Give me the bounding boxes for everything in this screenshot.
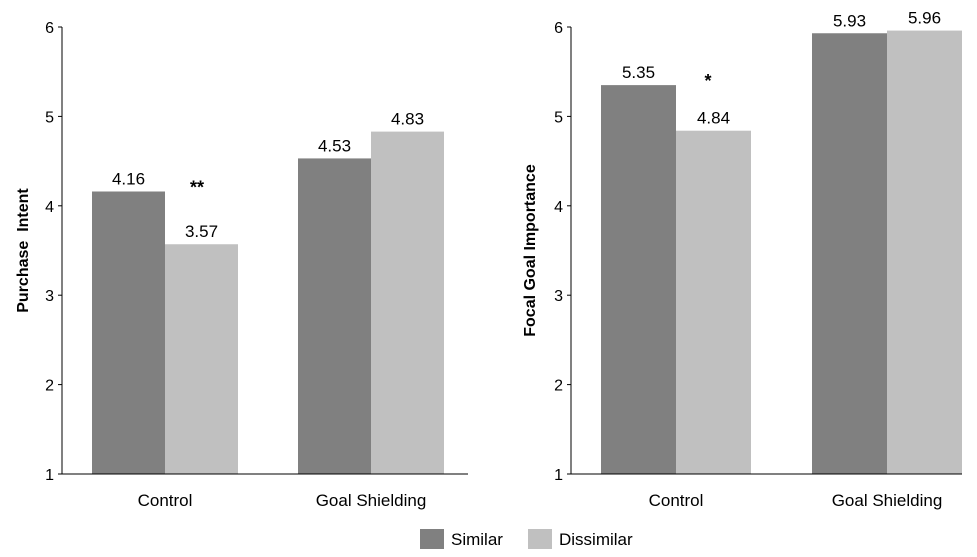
data-label-control-similar: 4.16 [112,169,145,188]
legend-swatch-dissimilar [528,529,552,549]
y-tick-label: 4 [554,199,563,216]
data-label-goal-shielding-dissimilar: 4.83 [391,110,424,129]
data-label-goal-shielding-similar: 4.53 [318,136,351,155]
bar-control-dissimilar [165,244,238,474]
bar-control-similar [601,85,676,475]
x-category-label: Control [649,491,704,510]
significance-mark: ** [190,177,204,197]
x-category-label: Control [138,491,193,510]
y-tick-label: 2 [554,378,563,395]
bar-goal-shielding-similar [812,33,887,475]
x-category-label: Goal Shielding [832,491,943,510]
data-label-control-dissimilar: 3.57 [185,222,218,241]
legend-swatch-similar [420,529,444,549]
y-axis-title: Purchase Intent [15,188,32,313]
y-tick-label: 1 [554,467,563,484]
y-tick-label: 3 [45,288,54,305]
purchase-intent-chart: 1 2 3 4 5 6 4.16 3.57 Control 4.53 4.83 Goal Shield… [15,20,468,510]
bar-control-dissimilar [676,130,751,475]
bar-control-similar [92,191,165,474]
y-tick-label: 2 [45,378,54,395]
y-tick-label: 6 [554,20,563,37]
y-tick-label: 6 [45,20,54,37]
significance-mark: * [704,71,711,91]
bar-goal-shielding-similar [298,158,371,474]
bar-goal-shielding-dissimilar [887,30,962,475]
legend: Similar Dissimilar [420,529,633,549]
legend-label-dissimilar: Dissimilar [559,530,633,549]
data-label-goal-shielding-similar: 5.93 [833,11,866,30]
y-axis-title: Focal Goal Importance [522,164,539,337]
bar-goal-shielding-dissimilar [371,131,444,474]
data-label-control-similar: 5.35 [622,63,655,82]
y-tick-label: 3 [554,288,563,305]
y-tick-label: 5 [45,109,54,126]
legend-label-similar: Similar [451,530,503,549]
y-tick-label: 1 [45,467,54,484]
x-category-label: Goal Shielding [316,491,427,510]
y-tick-label: 5 [554,109,563,126]
data-label-goal-shielding-dissimilar: 5.96 [908,9,941,28]
data-label-control-dissimilar: 4.84 [697,109,730,128]
focal-goal-importance-chart: 1 2 3 4 5 6 5.35 4.84 Control 5.93 5.96 Goal Shield… [522,9,962,510]
y-tick-label: 4 [45,199,54,216]
